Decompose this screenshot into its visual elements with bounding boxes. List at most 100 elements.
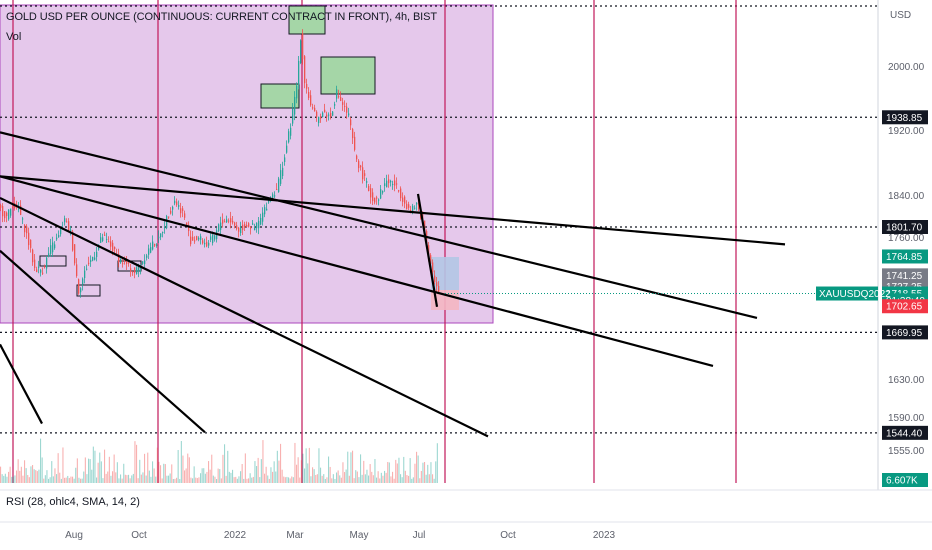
candle-body <box>176 201 178 205</box>
candle-body <box>178 205 180 207</box>
volume-bar <box>160 465 162 483</box>
candle-body <box>88 262 90 264</box>
candle-body <box>184 213 186 218</box>
candle-body <box>132 271 134 273</box>
candle-body <box>310 95 312 106</box>
volume-bar <box>168 475 170 483</box>
volume-bar <box>105 473 107 483</box>
candle-body <box>100 237 102 243</box>
candle-body <box>376 197 378 199</box>
candle-body <box>268 200 270 203</box>
candle-body <box>298 60 300 85</box>
candle-body <box>188 226 190 232</box>
volume-bar <box>294 442 296 483</box>
volume-bar <box>411 478 413 483</box>
volume-bar <box>224 444 226 483</box>
candle-body <box>260 217 262 225</box>
candle-body <box>348 113 350 116</box>
candle-body <box>264 207 266 215</box>
volume-bar <box>323 474 325 483</box>
candle-body <box>30 239 32 248</box>
volume-bar <box>190 477 192 483</box>
volume-bar <box>171 464 173 483</box>
candle-body <box>202 240 204 244</box>
candle-body <box>26 226 28 234</box>
volume-bar <box>320 467 322 483</box>
volume-bar <box>249 473 251 483</box>
candle-body <box>168 216 170 218</box>
volume-bar <box>145 475 147 483</box>
candle-body <box>408 204 410 208</box>
candle-body <box>400 188 402 199</box>
volume-bar <box>248 478 250 483</box>
y-tick-label: 1555.00 <box>888 446 925 457</box>
volume-bar <box>379 478 381 483</box>
volume-bar <box>144 453 146 483</box>
volume-bar <box>208 461 210 483</box>
volume-bar <box>259 477 261 483</box>
volume-bar <box>25 468 27 483</box>
x-tick-label: Aug <box>65 530 83 541</box>
volume-bar <box>220 478 222 483</box>
candle-body <box>360 165 362 168</box>
candle-body <box>338 96 340 98</box>
candle-body <box>110 241 112 247</box>
candle-body <box>304 56 306 84</box>
volume-bar <box>236 478 238 483</box>
candle-body <box>50 245 52 254</box>
candle-body <box>384 183 386 187</box>
x-tick-label: May <box>350 530 369 541</box>
candle-body <box>102 237 104 241</box>
candle-body <box>416 202 418 205</box>
candle-body <box>414 207 416 209</box>
volume-bar <box>254 461 256 483</box>
candle-body <box>352 128 354 139</box>
x-tick-label: Mar <box>286 530 304 541</box>
candle-body <box>358 160 360 169</box>
candle-body <box>276 189 278 191</box>
volume-bar <box>292 477 294 483</box>
volume-bar <box>57 453 59 483</box>
volume-bar <box>385 472 387 483</box>
volume-bar <box>228 471 230 483</box>
volume-bar <box>257 457 259 483</box>
volume-bar <box>352 450 354 483</box>
volume-bar <box>19 470 21 483</box>
candle-body <box>236 225 238 229</box>
candle-body <box>146 255 148 258</box>
volume-bar <box>6 476 8 483</box>
candle-body <box>330 113 332 117</box>
candle-body <box>78 279 80 294</box>
volume-bar <box>408 475 410 483</box>
volume-bar <box>182 455 184 483</box>
price-level-tag-text: 1669.95 <box>886 328 923 339</box>
candle-body <box>138 265 140 272</box>
volume-bar <box>180 441 182 483</box>
x-tick-label: Jul <box>413 530 426 541</box>
candle-body <box>362 167 364 180</box>
volume-bar <box>131 475 133 483</box>
volume-bar <box>345 469 347 483</box>
volume-bar <box>366 469 368 483</box>
candle-body <box>166 216 168 229</box>
volume-label: Vol <box>6 31 22 43</box>
volume-bar <box>288 477 290 483</box>
volume-bar <box>172 478 174 483</box>
volume-bar <box>51 461 53 483</box>
volume-bar <box>404 470 406 483</box>
volume-bar <box>316 474 318 483</box>
candle-body <box>364 173 366 176</box>
volume-bar <box>387 461 389 483</box>
x-tick-label: Oct <box>500 530 516 541</box>
candle-body <box>232 220 234 223</box>
volume-bar <box>36 471 38 483</box>
volume-bar <box>204 473 206 483</box>
volume-bar <box>406 475 408 483</box>
candle-body <box>226 219 228 223</box>
trendline <box>0 131 758 320</box>
volume-bar <box>14 475 16 483</box>
candle-body <box>412 205 414 211</box>
volume-bar <box>0 466 2 483</box>
candle-body <box>262 212 264 222</box>
